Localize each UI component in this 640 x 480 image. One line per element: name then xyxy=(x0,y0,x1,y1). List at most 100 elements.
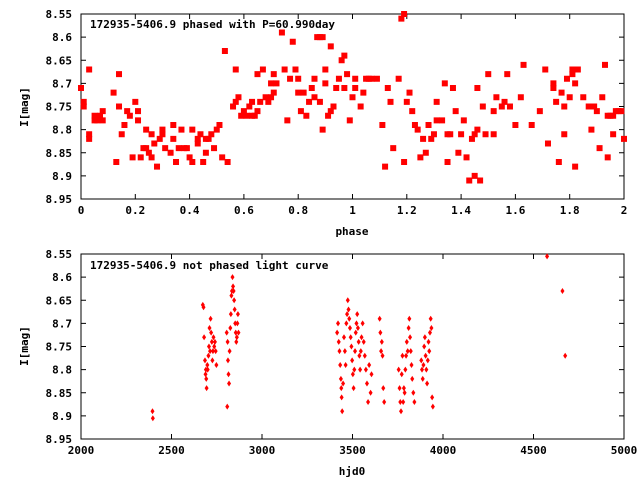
phased-data-point xyxy=(322,66,329,73)
phased-data-point xyxy=(178,126,185,133)
phased-data-point xyxy=(550,85,557,91)
phased-data-point xyxy=(80,103,87,110)
phased-data-point xyxy=(433,98,440,105)
phased-data-point xyxy=(425,122,432,128)
phased-x-tick-label: 0.8 xyxy=(288,204,308,217)
phased-data-point xyxy=(126,112,133,119)
phased-chart-title: 172935-5406.9 phased with P=60.990day xyxy=(90,18,335,31)
unphased-data-point xyxy=(406,325,411,331)
phased-x-tick-label: 0.6 xyxy=(234,204,254,217)
unphased-data-point xyxy=(419,357,424,364)
unphased-data-point xyxy=(206,343,211,350)
phased-data-point xyxy=(240,108,247,115)
phased-data-point xyxy=(197,131,204,138)
unphased-data-point xyxy=(150,408,155,415)
phased-data-point xyxy=(417,154,424,161)
phased-data-point xyxy=(322,80,329,87)
phased-data-point xyxy=(490,108,497,115)
unphased-data-point xyxy=(407,315,412,322)
unphased-y-tick-label: 8.8 xyxy=(52,364,72,377)
unphased-data-point xyxy=(401,385,406,392)
unphased-data-point xyxy=(205,362,210,368)
unphased-data-point xyxy=(398,399,403,405)
phased-data-point xyxy=(471,131,478,138)
phased-plot-frame xyxy=(80,13,625,200)
unphased-y-tick-label: 8.65 xyxy=(46,294,73,307)
unphased-data-point xyxy=(377,315,382,322)
unphased-y-tick-label: 8.55 xyxy=(46,248,73,261)
phased-data-point xyxy=(572,163,579,170)
unphased-data-point xyxy=(425,380,430,387)
phased-data-point xyxy=(175,145,182,152)
unphased-data-point xyxy=(231,283,236,290)
phased-data-point xyxy=(493,94,500,101)
phased-data-point xyxy=(148,154,155,161)
phased-x-tick-label: 1.6 xyxy=(505,204,525,217)
phased-data-point xyxy=(278,29,285,36)
phased-data-point xyxy=(219,154,226,161)
unphased-x-tick-label: 4000 xyxy=(430,444,457,457)
unphased-data-point xyxy=(545,253,550,260)
phased-data-point xyxy=(344,71,351,78)
unphased-data-point xyxy=(422,343,427,350)
phased-data-point xyxy=(151,140,158,147)
phased-y-tick-label: 8.65 xyxy=(46,54,73,67)
phased-data-point xyxy=(569,71,576,78)
phased-data-point xyxy=(306,98,313,105)
unphased-axis-ticks: 2000 2500 3000 3500 4000 4500 5000 8.55 8.6 8.65 8… xyxy=(46,248,638,457)
unphased-y-tick-label: 8.95 xyxy=(46,433,73,446)
phased-data-point xyxy=(352,85,359,91)
unphased-data-point xyxy=(361,338,366,345)
unphased-data-point xyxy=(382,399,387,405)
unphased-data-point xyxy=(230,274,235,281)
phased-data-point xyxy=(574,66,581,73)
unphased-data-point xyxy=(206,352,211,359)
phased-data-point xyxy=(401,159,408,165)
phased-data-point xyxy=(268,80,275,87)
phased-data-point xyxy=(156,135,163,142)
unphased-data-point xyxy=(210,357,215,364)
phased-data-point xyxy=(110,89,117,96)
phased-data-point xyxy=(422,149,429,156)
phased-data-point xyxy=(458,131,465,138)
unphased-data-point xyxy=(338,375,343,382)
unphased-data-point xyxy=(352,366,357,373)
unphased-data-point xyxy=(353,348,358,355)
phased-y-tick-label: 8.75 xyxy=(46,101,73,114)
phased-data-point xyxy=(349,94,356,101)
phased-data-point xyxy=(316,98,323,105)
phased-data-point xyxy=(208,131,215,138)
phased-data-point xyxy=(506,103,513,110)
unphased-data-point xyxy=(367,362,372,368)
phased-data-point xyxy=(300,89,307,96)
unphased-data-point xyxy=(226,371,231,378)
unphased-data-point xyxy=(202,357,207,364)
unphased-data-point xyxy=(236,329,241,336)
unphased-data-point xyxy=(347,315,352,322)
phased-data-point xyxy=(550,80,557,87)
phased-data-point xyxy=(143,145,150,152)
phased-data-point xyxy=(585,103,592,110)
phased-data-point xyxy=(406,89,413,96)
unphased-data-point xyxy=(362,352,367,359)
phased-y-tick-label: 8.85 xyxy=(46,147,73,160)
phased-y-tick-label: 8.6 xyxy=(52,31,72,44)
phased-data-point xyxy=(205,135,212,142)
unphased-data-point xyxy=(420,366,425,373)
unphased-data-point xyxy=(360,320,365,327)
phased-data-point xyxy=(289,38,296,45)
phased-data-point xyxy=(221,48,228,54)
unphased-data-point xyxy=(423,352,428,359)
phased-data-point xyxy=(297,108,304,115)
phased-data-point xyxy=(588,126,595,133)
phased-data-point xyxy=(159,131,166,138)
phased-data-point xyxy=(86,131,93,138)
unphased-data-point xyxy=(408,334,413,341)
phased-data-point xyxy=(159,126,166,133)
phased-data-point xyxy=(474,85,481,91)
unphased-x-axis-label: hjd0 xyxy=(339,465,366,478)
phased-data-point xyxy=(268,94,275,101)
phased-x-tick-label: 1.4 xyxy=(451,204,471,217)
unphased-data-point xyxy=(403,366,408,373)
unphased-data-point xyxy=(354,320,359,327)
